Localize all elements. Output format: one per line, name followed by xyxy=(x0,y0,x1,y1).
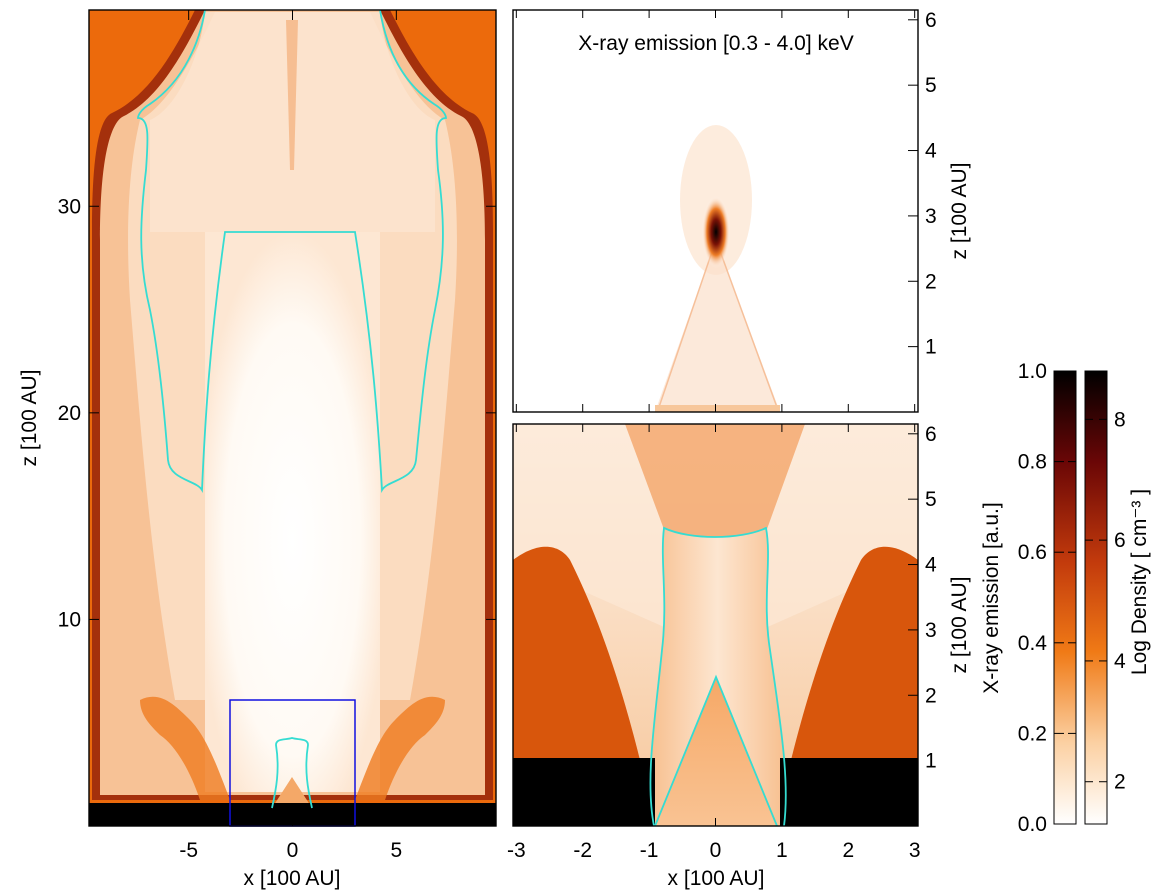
x-tick-label: 2 xyxy=(842,839,854,862)
x-tick-label: 0 xyxy=(287,839,299,862)
left-instability-fingers xyxy=(140,696,230,800)
left-panel-ticks: -5 0 5 10 20 30 xyxy=(58,10,496,862)
zoom-xlabel: x [100 AU] xyxy=(668,867,765,890)
xray-fan-edges xyxy=(657,239,779,411)
xray-cbar-tick-label: 0.8 xyxy=(1018,451,1047,474)
x-tick-label: 5 xyxy=(390,839,402,862)
xray-cbar-tick-label: 1.0 xyxy=(1018,360,1047,383)
zoom-ylabel: z [100 AU] xyxy=(948,577,971,674)
y-tick-label: 3 xyxy=(925,619,937,642)
zoom-cocoon xyxy=(649,528,786,826)
disk-layer xyxy=(89,803,496,826)
x-tick-label: -2 xyxy=(573,839,592,862)
density-cbar-tick-label: 2 xyxy=(1114,771,1126,794)
zoom-disk-right xyxy=(780,758,918,826)
x-tick-label: 1 xyxy=(776,839,788,862)
y-tick-label: 1 xyxy=(925,750,937,773)
y-tick-label: 30 xyxy=(58,195,81,218)
xray-cbar-tick-label: 0.6 xyxy=(1018,541,1047,564)
y-tick-label: 2 xyxy=(925,270,937,293)
y-tick-label: 1 xyxy=(925,336,937,359)
left-xlabel: x [100 AU] xyxy=(244,867,341,890)
y-tick-label: 10 xyxy=(58,608,81,631)
zoom-cone-contour xyxy=(654,674,778,827)
zoom-left-filaments xyxy=(513,546,640,760)
density-cbar-tick-label: 8 xyxy=(1114,408,1126,431)
xray-colorbar xyxy=(1053,370,1077,825)
x-tick-label: 3 xyxy=(909,839,921,862)
left-contour-line xyxy=(137,10,447,494)
xray-panel-ticks: 1 2 3 4 5 6 xyxy=(515,9,937,412)
inner-cone xyxy=(272,777,312,808)
xray-panel xyxy=(513,10,918,412)
zoom-disk-left xyxy=(513,758,655,826)
xray-cbar-tick-label: 0.2 xyxy=(1018,722,1047,745)
density-colorbar xyxy=(1084,370,1108,825)
y-tick-label: 5 xyxy=(925,74,937,97)
x-tick-label: -5 xyxy=(179,839,198,862)
y-tick-label: 6 xyxy=(925,9,937,32)
zoom-density-panel xyxy=(513,424,918,826)
left-density-panel xyxy=(89,10,496,826)
xray-peak xyxy=(702,196,730,268)
y-tick-label: 4 xyxy=(925,140,937,163)
density-cbar-tick-label: 6 xyxy=(1114,529,1126,552)
zoom-panel-ticks: 1 2 3 4 5 6 -3 -2 -1 0 1 2 3 xyxy=(507,423,937,862)
colorbar-ticks: 0.0 0.2 0.4 0.6 0.8 1.0 2 4 6 8 xyxy=(1018,360,1126,836)
left-inner-contour xyxy=(271,737,313,809)
xray-cbar-tick-label: 0.0 xyxy=(1018,813,1047,836)
jet-cavity xyxy=(205,232,380,792)
density-colorbar-label: Log Density [ cm⁻³ ] xyxy=(1128,489,1151,675)
y-tick-label: 5 xyxy=(925,488,937,511)
x-tick-label: 0 xyxy=(710,839,722,862)
y-tick-label: 6 xyxy=(925,423,937,446)
zoom-right-filaments xyxy=(791,546,918,760)
xray-fan xyxy=(655,240,780,412)
y-tick-label: 20 xyxy=(58,402,81,425)
jet-axis-streak xyxy=(286,20,298,170)
xray-title: X-ray emission [0.3 - 4.0] keV xyxy=(578,32,853,55)
zoom-jet-cone xyxy=(655,677,777,826)
y-tick-label: 3 xyxy=(925,205,937,228)
xray-ylabel: z [100 AU] xyxy=(948,163,971,260)
xray-cbar-tick-label: 0.4 xyxy=(1018,632,1048,655)
zoom-contour-line xyxy=(649,526,787,827)
xray-base-glow xyxy=(655,405,780,412)
left-ylabel: z [100 AU] xyxy=(18,370,41,467)
right-instability-fingers xyxy=(355,696,445,800)
density-cbar-tick-label: 4 xyxy=(1114,650,1126,673)
y-tick-label: 4 xyxy=(925,554,937,577)
x-tick-label: -3 xyxy=(507,839,526,862)
x-tick-label: -1 xyxy=(640,839,659,862)
y-tick-label: 2 xyxy=(925,684,937,707)
xray-colorbar-label: X-ray emission [a.u.] xyxy=(980,502,1003,693)
